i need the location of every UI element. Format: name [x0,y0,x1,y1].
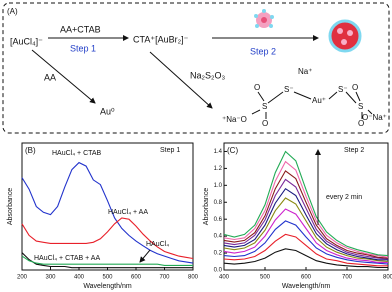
reactant: [AuCl₄]⁻ [10,36,43,46]
x-tick-label: 800 [383,275,392,281]
x-tick-label: 800 [188,275,199,281]
series-line [223,160,389,258]
annotation: every 2 min [326,194,362,201]
pointer-arrow [139,249,151,263]
scheme-frame [2,2,390,134]
x-axis-label: Wavelength/nm [282,283,331,290]
seed-particle [254,9,274,28]
series-label: HAuCl₄ [146,241,169,248]
complex-structure: Na⁺ S⁻ Au⁺ S⁻ O O S ⁺Na⁻O S O O O⁻Na⁺ [222,67,387,128]
series-label: HAuCl₄ + CTAB [52,150,102,157]
y-axis-label: Absorbance [7,188,14,225]
series-line [223,178,389,260]
atom: S⁻ [338,85,348,94]
series-line [223,233,388,267]
reagent: AA+CTAB [60,24,101,34]
atom: O [262,119,268,128]
series-line [223,220,389,265]
x-tick-label: 400 [219,275,230,281]
arrow [149,51,213,109]
plot-frame [21,142,194,271]
x-tick-label: 300 [45,275,56,281]
product: Au⁰ [100,106,115,116]
atom: S [358,102,363,111]
atom: O⁻Na⁺ [362,113,387,122]
x-tick-label: 500 [102,275,113,281]
annotation: Step 1 [160,147,180,154]
y-tick-label: 0.4 [214,234,223,240]
series-line [223,150,389,257]
x-tick-label: 600 [131,275,142,281]
series-line [21,252,193,269]
y-tick-label: 1.2 [214,166,223,172]
atom: O [358,119,364,128]
atom: S⁻ [284,85,294,94]
series-line [223,197,389,263]
y-tick-label: 0.6 [214,217,223,223]
step-label: Step 1 [70,43,96,53]
x-tick-label: 200 [17,275,28,281]
atom: ⁺Na⁻O [222,115,247,124]
series-label: HAuCl₄ + CTAB + AA [34,255,100,262]
panel-label: (A) [7,7,18,16]
x-tick-label: 700 [342,275,353,281]
series-label: HAuCl₄ + AA [108,209,148,216]
series-line [21,217,194,260]
x-tick-label: 700 [159,275,170,281]
series-line [223,248,388,269]
y-tick-label: 0.8 [214,200,223,206]
series-line [223,170,389,259]
series-line [223,208,388,263]
series-line [223,187,388,261]
reagent: Na₂S₂O₃ [190,70,225,80]
y-tick-label: 0.2 [214,251,223,257]
series-line [21,161,194,264]
series-line [21,255,193,266]
atom: Au⁺ [312,96,326,105]
step-label: Step 2 [250,46,276,56]
atom: O [254,83,260,92]
atom: O [352,83,358,92]
arrow [31,49,96,104]
x-tick-label: 500 [260,275,271,281]
reagent: AA [44,72,56,82]
y-tick-label: 1.0 [214,183,223,189]
y-tick-label: 1.4 [214,149,223,155]
x-tick-label: 600 [301,275,312,281]
x-axis-label: Wavelength/nm [83,283,132,290]
annotation: Step 2 [344,147,364,154]
intermediate: CTA⁺[AuBr₂]⁻ [133,34,189,44]
atom: S [262,102,267,111]
y-axis-label: Absorbance [203,188,210,225]
panel-label: (C) [227,146,238,155]
y-tick-label: 0.0 [214,268,223,274]
atom: Na⁺ [298,67,312,76]
grown-particle [328,19,362,53]
panel-label: (B) [25,146,36,155]
x-tick-label: 400 [74,275,85,281]
